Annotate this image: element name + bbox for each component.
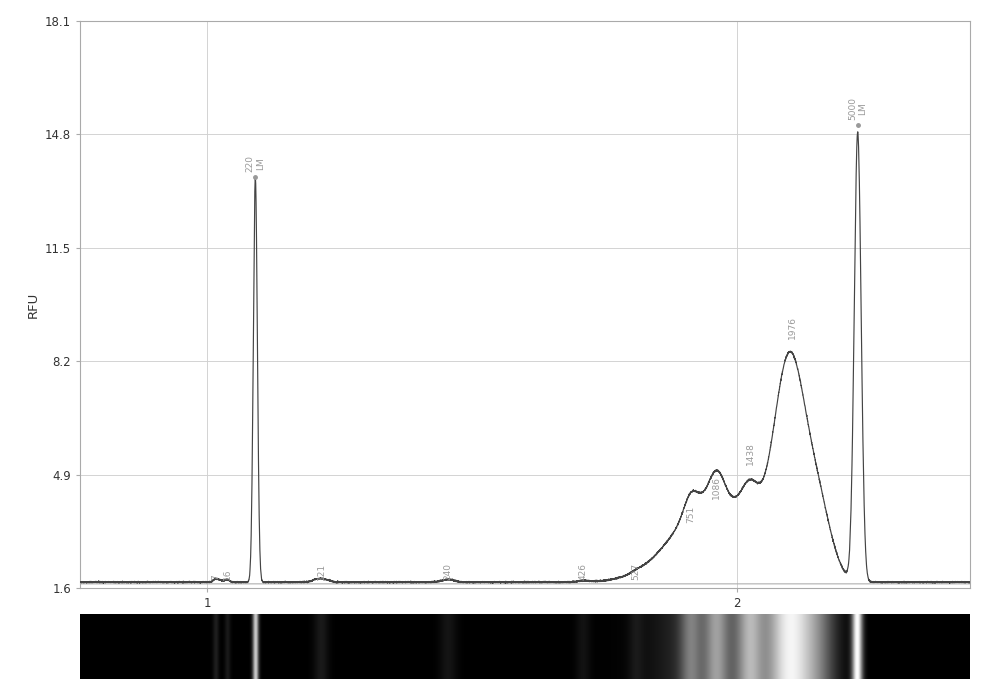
Text: 1086: 1086 — [712, 476, 721, 499]
Text: 1438: 1438 — [746, 441, 755, 464]
Y-axis label: RFU: RFU — [26, 292, 39, 317]
Text: 751: 751 — [686, 506, 695, 523]
Text: 527: 527 — [632, 563, 641, 580]
Text: 7: 7 — [211, 574, 220, 580]
Text: 16: 16 — [223, 568, 232, 580]
Text: 121: 121 — [317, 563, 326, 580]
Text: 240: 240 — [444, 563, 453, 580]
Text: 1976: 1976 — [788, 316, 797, 339]
Text: 220
LM: 220 LM — [246, 155, 265, 172]
Text: 426: 426 — [579, 563, 588, 580]
Text: 5000
LM: 5000 LM — [848, 97, 867, 120]
X-axis label: Migration time(min): Migration time(min) — [459, 615, 591, 628]
